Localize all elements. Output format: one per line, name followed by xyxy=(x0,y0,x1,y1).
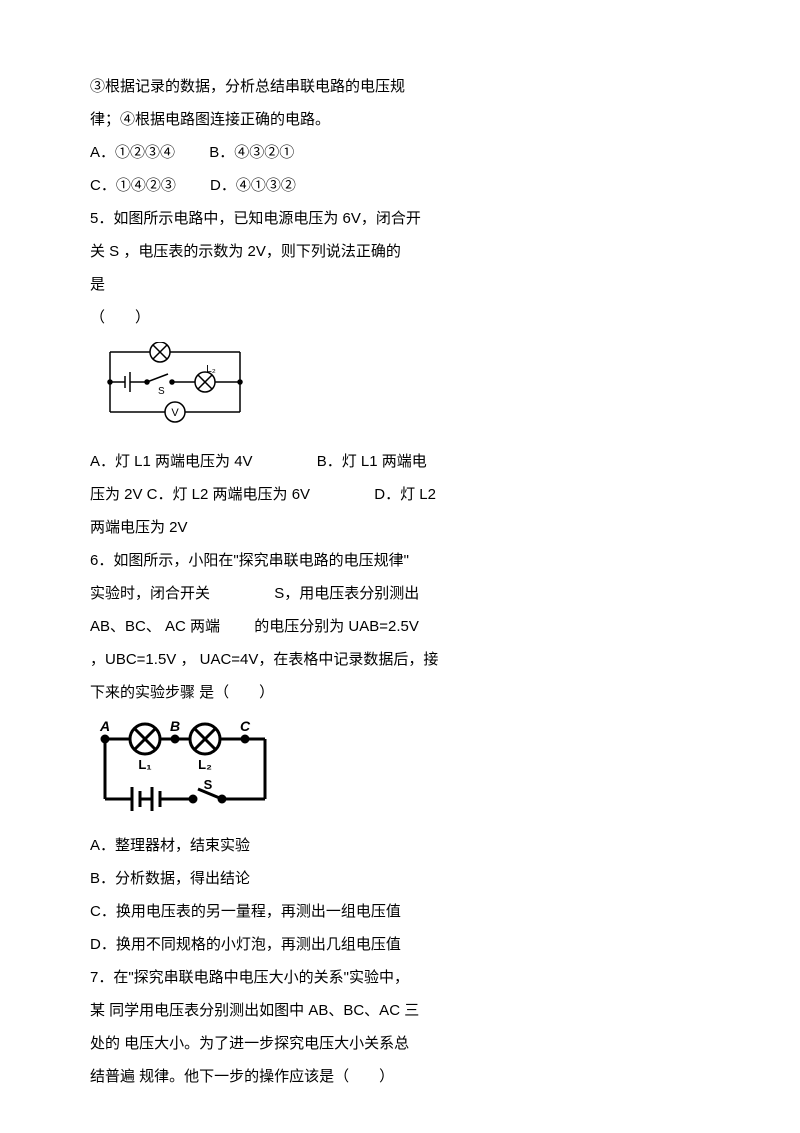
q6-line2: 实验时，闭合开关 S，用电压表分别测出 xyxy=(90,577,710,610)
page-content: ③根据记录的数据，分析总结串联电路的电压规 律；④根据电路图连接正确的电路。 A… xyxy=(0,0,800,1133)
q3-optB: B．④③②① xyxy=(209,136,294,169)
q6-optD: D．换用不同规格的小灯泡，再测出几组电压值 xyxy=(90,928,710,961)
l2-label-q6: L₂ xyxy=(198,757,212,772)
l2-label: L₂ xyxy=(206,364,216,375)
q5-line3: 是 xyxy=(90,268,710,301)
q5-line1: 5．如图所示电路中，已知电源电压为 6V，闭合开 xyxy=(90,202,710,235)
q3-options-row1: A．①②③④ B．④③②① xyxy=(90,136,710,169)
q5-optD-part1: D．灯 L2 xyxy=(374,486,436,503)
q3-optC: C．①④②③ xyxy=(90,169,176,202)
s-label: S xyxy=(158,386,165,397)
q6-circuit-diagram: A B C L₁ L₂ S xyxy=(90,719,280,819)
q3-options-row2: C．①④②③ D．④①③② xyxy=(90,169,710,202)
q5-optA: A．灯 L1 两端电压为 4V xyxy=(90,453,253,470)
c-label: C xyxy=(240,719,251,734)
a-label: A xyxy=(99,719,110,734)
l1-label-q6: L₁ xyxy=(138,757,151,772)
q6-line2b: S，用电压表分别测出 xyxy=(274,585,419,602)
q3-line2: 律；④根据电路图连接正确的电路。 xyxy=(90,103,710,136)
q3-line1: ③根据记录的数据，分析总结串联电路的电压规 xyxy=(90,70,710,103)
q6-line3a: AB、BC、 AC 两端 xyxy=(90,618,220,635)
q5-circuit-diagram: L₁ L₂ S V xyxy=(90,342,260,437)
q3-optA: A．①②③④ xyxy=(90,136,175,169)
q5-paren: （ ） xyxy=(90,301,710,334)
q5-optBC: 压为 2V C．灯 L2 两端电压为 6V xyxy=(90,486,310,503)
q6-optA: A．整理器材，结束实验 xyxy=(90,829,710,862)
l1-label: L₁ xyxy=(162,342,172,344)
v-label: V xyxy=(171,407,179,419)
q7-line3: 处的 电压大小。为了进一步探究电压大小关系总 xyxy=(90,1027,710,1060)
q6-optC: C．换用电压表的另一量程，再测出一组电压值 xyxy=(90,895,710,928)
q6-line2a: 实验时，闭合开关 xyxy=(90,585,210,602)
q6-line3b: 的电压分别为 UAB=2.5V xyxy=(254,618,419,635)
q5-opts-row1: A．灯 L1 两端电压为 4V B．灯 L1 两端电 xyxy=(90,445,710,478)
q6-line4: ，UBC=1.5V ， UAC=4V，在表格中记录数据后，接 xyxy=(90,643,710,676)
q7-line1: 7．在"探究串联电路中电压大小的关系"实验中， xyxy=(90,961,710,994)
q6-optB: B．分析数据，得出结论 xyxy=(90,862,710,895)
q7-line4: 结普遍 规律。他下一步的操作应该是（ ） xyxy=(90,1060,710,1093)
q6-line3: AB、BC、 AC 两端 的电压分别为 UAB=2.5V xyxy=(90,610,710,643)
q6-line5: 下来的实验步骤 是（ ） xyxy=(90,676,710,709)
q7-line2: 某 同学用电压表分别测出如图中 AB、BC、AC 三 xyxy=(90,994,710,1027)
q3-optD: D．④①③② xyxy=(210,169,296,202)
q6-line1: 6．如图所示，小阳在"探究串联电路的电压规律" xyxy=(90,544,710,577)
q5-line2: 关 S ，电压表的示数为 2V，则下列说法正确的 xyxy=(90,235,710,268)
q5-opts-row2: 压为 2V C．灯 L2 两端电压为 6V D．灯 L2 xyxy=(90,478,710,511)
s-label-q6: S xyxy=(204,777,213,792)
b-label: B xyxy=(170,719,180,734)
q5-optB-part1: B．灯 L1 两端电 xyxy=(317,453,427,470)
q5-opts-row3: 两端电压为 2V xyxy=(90,511,710,544)
